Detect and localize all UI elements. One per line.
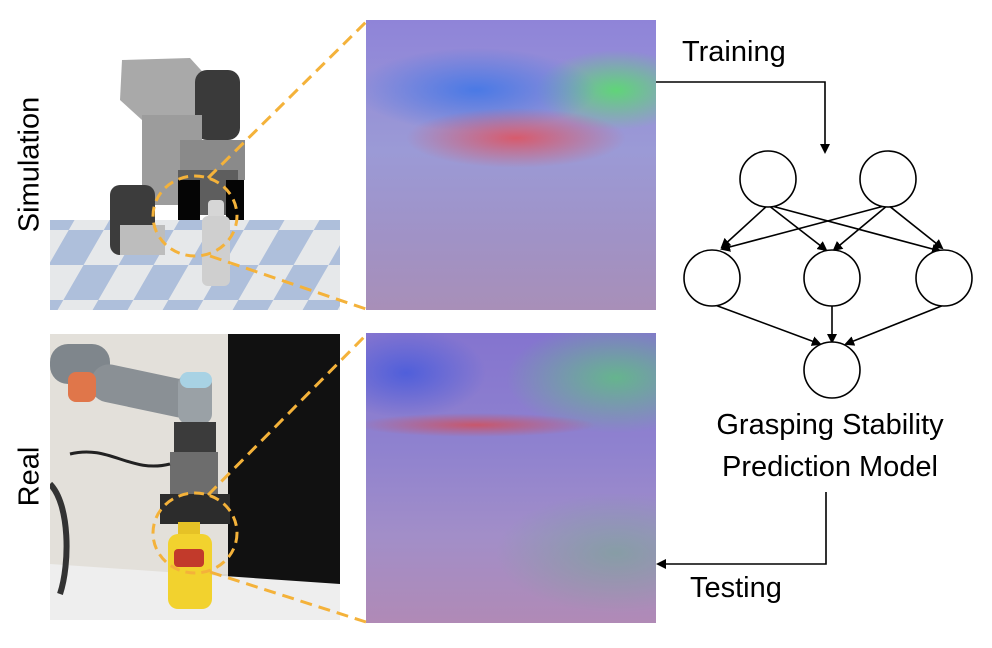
input-node [859, 150, 917, 208]
training-arrow [656, 81, 830, 154]
model-title-line1: Grasping Stability [716, 409, 944, 441]
testing-arrow [656, 492, 827, 569]
hidden-node [803, 249, 861, 307]
simulation-zoom-line-top [206, 20, 368, 180]
simulation-highlight-ellipse [151, 174, 239, 258]
real-tactile-image [366, 333, 656, 623]
output-node [803, 341, 861, 399]
model-title: Grasping Stability Prediction Model [690, 404, 970, 488]
real-zoom-line-bottom [209, 570, 367, 624]
real-zoom-line-top [206, 333, 368, 497]
simulation-zoom-line-bottom [209, 254, 367, 311]
hidden-node [683, 249, 741, 307]
real-highlight-ellipse [151, 491, 239, 575]
model-title-line2: Prediction Model [722, 451, 938, 483]
hidden-node [915, 249, 973, 307]
input-node [739, 150, 797, 208]
training-label: Training [682, 36, 786, 68]
simulated-tactile-image [366, 20, 656, 310]
testing-label: Testing [690, 572, 782, 604]
simulation-robot-image [50, 20, 340, 310]
